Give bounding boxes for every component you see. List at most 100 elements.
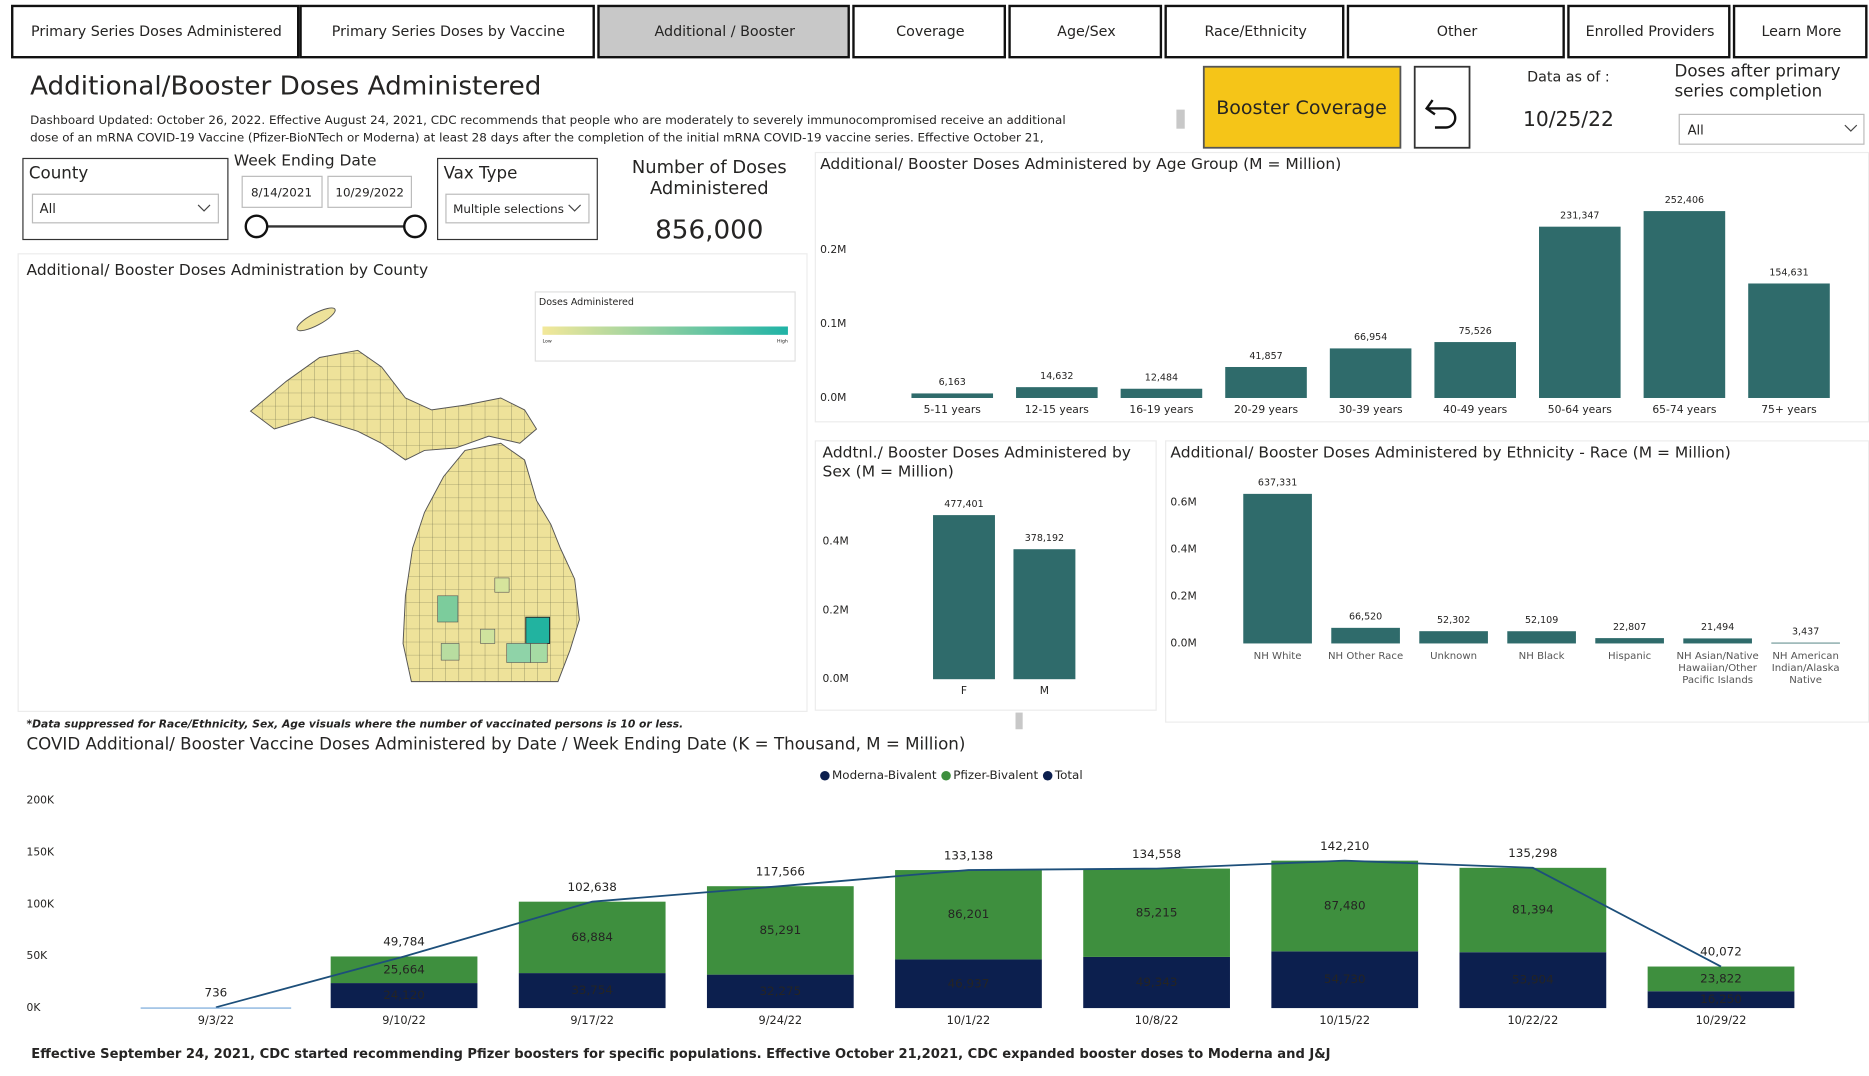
y-tick-label: 200K (27, 794, 55, 807)
scrollbar (1176, 109, 1185, 129)
tab[interactable] (1164, 4, 1345, 59)
x-tick-label: 5-11 years (924, 403, 982, 416)
stacked-bar (1459, 867, 1607, 953)
dropdown[interactable] (1678, 113, 1865, 145)
data-label: 231,347 (1560, 210, 1599, 221)
chart-title-box: COVID Additional/ Booster Vaccine Doses … (27, 735, 966, 754)
data-label: 252,406 (1665, 195, 1704, 206)
x-tick-label-box: Unknown (1430, 651, 1477, 663)
y-tick-label: 0.2M (822, 603, 848, 616)
tab[interactable] (1567, 4, 1731, 59)
x-tick-label: NH White (1253, 650, 1302, 663)
y-tick-label: 0.0M (822, 672, 848, 685)
chart-title: Addtnl./ Booster Doses Administered by S… (822, 444, 1131, 481)
bar (1331, 627, 1400, 644)
legend-gradient (542, 326, 788, 335)
tab[interactable] (1346, 4, 1565, 59)
stacked-bar (895, 870, 1042, 960)
date-value: 8/14/2021 (251, 186, 312, 200)
tab[interactable] (11, 4, 300, 59)
bar (1748, 283, 1830, 398)
data-label: 24,120 (383, 988, 425, 1002)
tab-label[interactable]: Learn More (1761, 24, 1841, 40)
x-tick-label: 9/3/22 (198, 1013, 234, 1027)
x-tick-label: NH Black (1518, 650, 1565, 663)
y-tick-label: 0.0M (820, 391, 846, 404)
x-tick-label: 65-74 years (1652, 403, 1716, 416)
dropdown[interactable] (445, 193, 590, 224)
legend-title: Doses Administered (539, 297, 634, 308)
date-input[interactable] (327, 175, 412, 208)
button-label[interactable]: Booster Coverage (1216, 97, 1387, 119)
x-tick-label-box: NH American Indian/Alaska Native (1771, 650, 1840, 687)
chart-title-box: Additional/ Booster Doses Administered b… (1170, 444, 1731, 463)
x-tick-label-box: NH Asian/Native Hawaiian/Other Pacific I… (1676, 650, 1759, 687)
data-label: 477,401 (944, 499, 983, 510)
tab-label[interactable]: Primary Series Doses by Vaccine (332, 24, 565, 40)
tab-label[interactable]: Age/Sex (1057, 24, 1116, 40)
tab-label[interactable]: Additional / Booster (655, 24, 796, 40)
data-label: 6,163 (939, 377, 966, 388)
county (440, 643, 460, 661)
total-line (215, 859, 1722, 1009)
data-label: 86,201 (948, 907, 990, 921)
data-label: 14,632 (1040, 371, 1073, 382)
stacked-bar (518, 973, 666, 1009)
x-tick-label: 10/29/22 (1696, 1013, 1747, 1027)
x-tick-label: 10/1/22 (947, 1013, 991, 1027)
date-value: 10/29/2022 (335, 186, 404, 200)
tab-label[interactable]: Race/Ethnicity (1204, 24, 1307, 40)
y-tick-label: 0.6M (1170, 496, 1196, 509)
x-tick-label-box: NH White (1253, 650, 1302, 663)
tab-label[interactable]: Coverage (896, 24, 965, 40)
tab[interactable] (1732, 4, 1868, 59)
tab-label[interactable]: Primary Series Doses Administered (31, 24, 282, 40)
tab[interactable] (299, 4, 595, 59)
x-tick-label: 12-15 years (1025, 403, 1089, 416)
chart-title: Additional/ Booster Doses Administered b… (1170, 444, 1731, 463)
stacked-bar (1083, 868, 1230, 957)
legend-high: High (777, 338, 788, 344)
upper-peninsula (249, 349, 538, 461)
scrollbar (1015, 712, 1023, 730)
tab[interactable] (1008, 4, 1163, 59)
x-tick-label: M (1040, 684, 1049, 697)
booster-button[interactable] (1202, 65, 1402, 149)
data-label: 66,520 (1349, 612, 1382, 623)
tab[interactable] (597, 4, 850, 59)
back-icon (1424, 99, 1457, 129)
x-tick-label-box: NH Other Race (1328, 651, 1403, 663)
data-as-of-label: Data as of : (1527, 69, 1610, 85)
legend-low: Low (542, 338, 551, 344)
x-tick-label: 10/22/22 (1507, 1013, 1558, 1027)
data-label: 52,109 (1525, 615, 1558, 626)
data-label: 134,558 (1132, 847, 1181, 861)
tab[interactable] (852, 4, 1006, 59)
county (506, 643, 531, 663)
stacked-bar (1459, 952, 1607, 1009)
chart-title-box: Additional/ Booster Doses Administered b… (820, 156, 1341, 174)
data-label: 117,566 (756, 864, 805, 878)
data-as-of: 10/25/22 (1523, 107, 1614, 131)
data-label: 25,664 (383, 962, 425, 976)
michigan-map (249, 307, 580, 683)
stacked-bar (1647, 991, 1795, 1009)
x-tick-label: 10/15/22 (1319, 1013, 1370, 1027)
dropdown[interactable] (31, 193, 219, 224)
x-tick-label-box: NH Black (1518, 650, 1565, 663)
tab-label[interactable]: Enrolled Providers (1586, 24, 1715, 40)
y-tick-label: 100K (27, 897, 55, 910)
data-label: 637,331 (1258, 478, 1297, 489)
slider-handle[interactable] (244, 214, 269, 239)
bar (1013, 549, 1076, 680)
county (480, 628, 496, 644)
y-tick-label: 150K (27, 846, 55, 859)
x-tick-label: NH American Indian/Alaska Native (1771, 650, 1840, 687)
tab-label[interactable]: Other (1437, 24, 1478, 40)
slider-handle[interactable] (403, 214, 427, 239)
data-label: 46,937 (948, 976, 990, 990)
data-label: 49,784 (383, 935, 425, 949)
x-tick-label: NH Asian/Native Hawaiian/Other Pacific I… (1676, 650, 1759, 687)
date-input[interactable] (241, 175, 323, 208)
filter-label: Vax Type (444, 163, 518, 182)
